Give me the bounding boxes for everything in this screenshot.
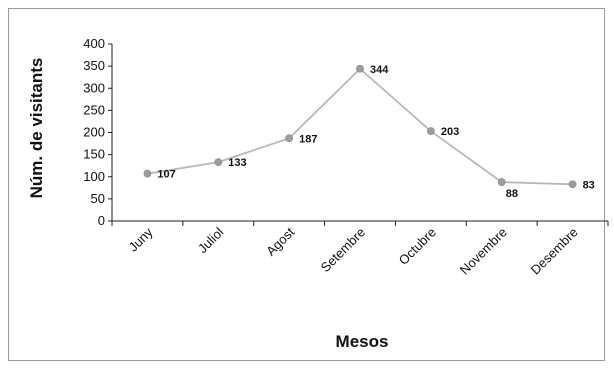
x-tick-label: Juny xyxy=(126,224,156,254)
data-point xyxy=(497,178,506,186)
y-tick-label: 350 xyxy=(83,58,105,73)
y-tick-label: 200 xyxy=(83,125,105,140)
series-line xyxy=(147,67,573,186)
data-labels: 107 133 187 344 203 88 83 xyxy=(157,64,594,200)
y-tick-label: 300 xyxy=(83,80,105,95)
data-label: 203 xyxy=(441,126,459,138)
y-axis: 0 50 100 150 200 250 300 350 400 xyxy=(83,36,113,228)
y-axis-title: Núm. de visitants xyxy=(27,58,46,199)
data-label: 107 xyxy=(157,169,175,181)
data-label: 187 xyxy=(299,133,317,145)
x-axis-title: Mesos xyxy=(336,332,389,351)
data-label: 83 xyxy=(583,179,595,191)
y-tick-label: 250 xyxy=(83,102,105,117)
data-point xyxy=(285,134,294,143)
data-label: 133 xyxy=(228,157,246,169)
x-tick-label: Setembre xyxy=(318,225,368,275)
y-tick-label: 100 xyxy=(83,169,105,184)
data-label: 344 xyxy=(370,64,389,76)
chart-frame xyxy=(8,8,605,361)
y-tick-label: 400 xyxy=(83,36,105,51)
series-visitants xyxy=(143,64,577,189)
x-tick-label: Juliol xyxy=(195,224,227,256)
y-tick-label: 0 xyxy=(98,213,105,228)
x-tick-label: Desembre xyxy=(528,225,581,278)
data-label: 88 xyxy=(506,188,518,200)
data-point xyxy=(356,64,364,73)
y-tick-label: 50 xyxy=(91,191,105,206)
data-point xyxy=(143,169,152,178)
x-tick-label: Agost xyxy=(263,224,297,258)
y-tick-label: 150 xyxy=(83,147,105,162)
data-point xyxy=(568,180,577,189)
x-axis: Juny Juliol Agost Setembre Octubre Novembre De… xyxy=(111,220,609,278)
x-tick-label: Novembre xyxy=(457,225,510,278)
x-tick-label: Octubre xyxy=(396,225,439,268)
data-point xyxy=(214,158,223,167)
data-point xyxy=(426,127,435,136)
